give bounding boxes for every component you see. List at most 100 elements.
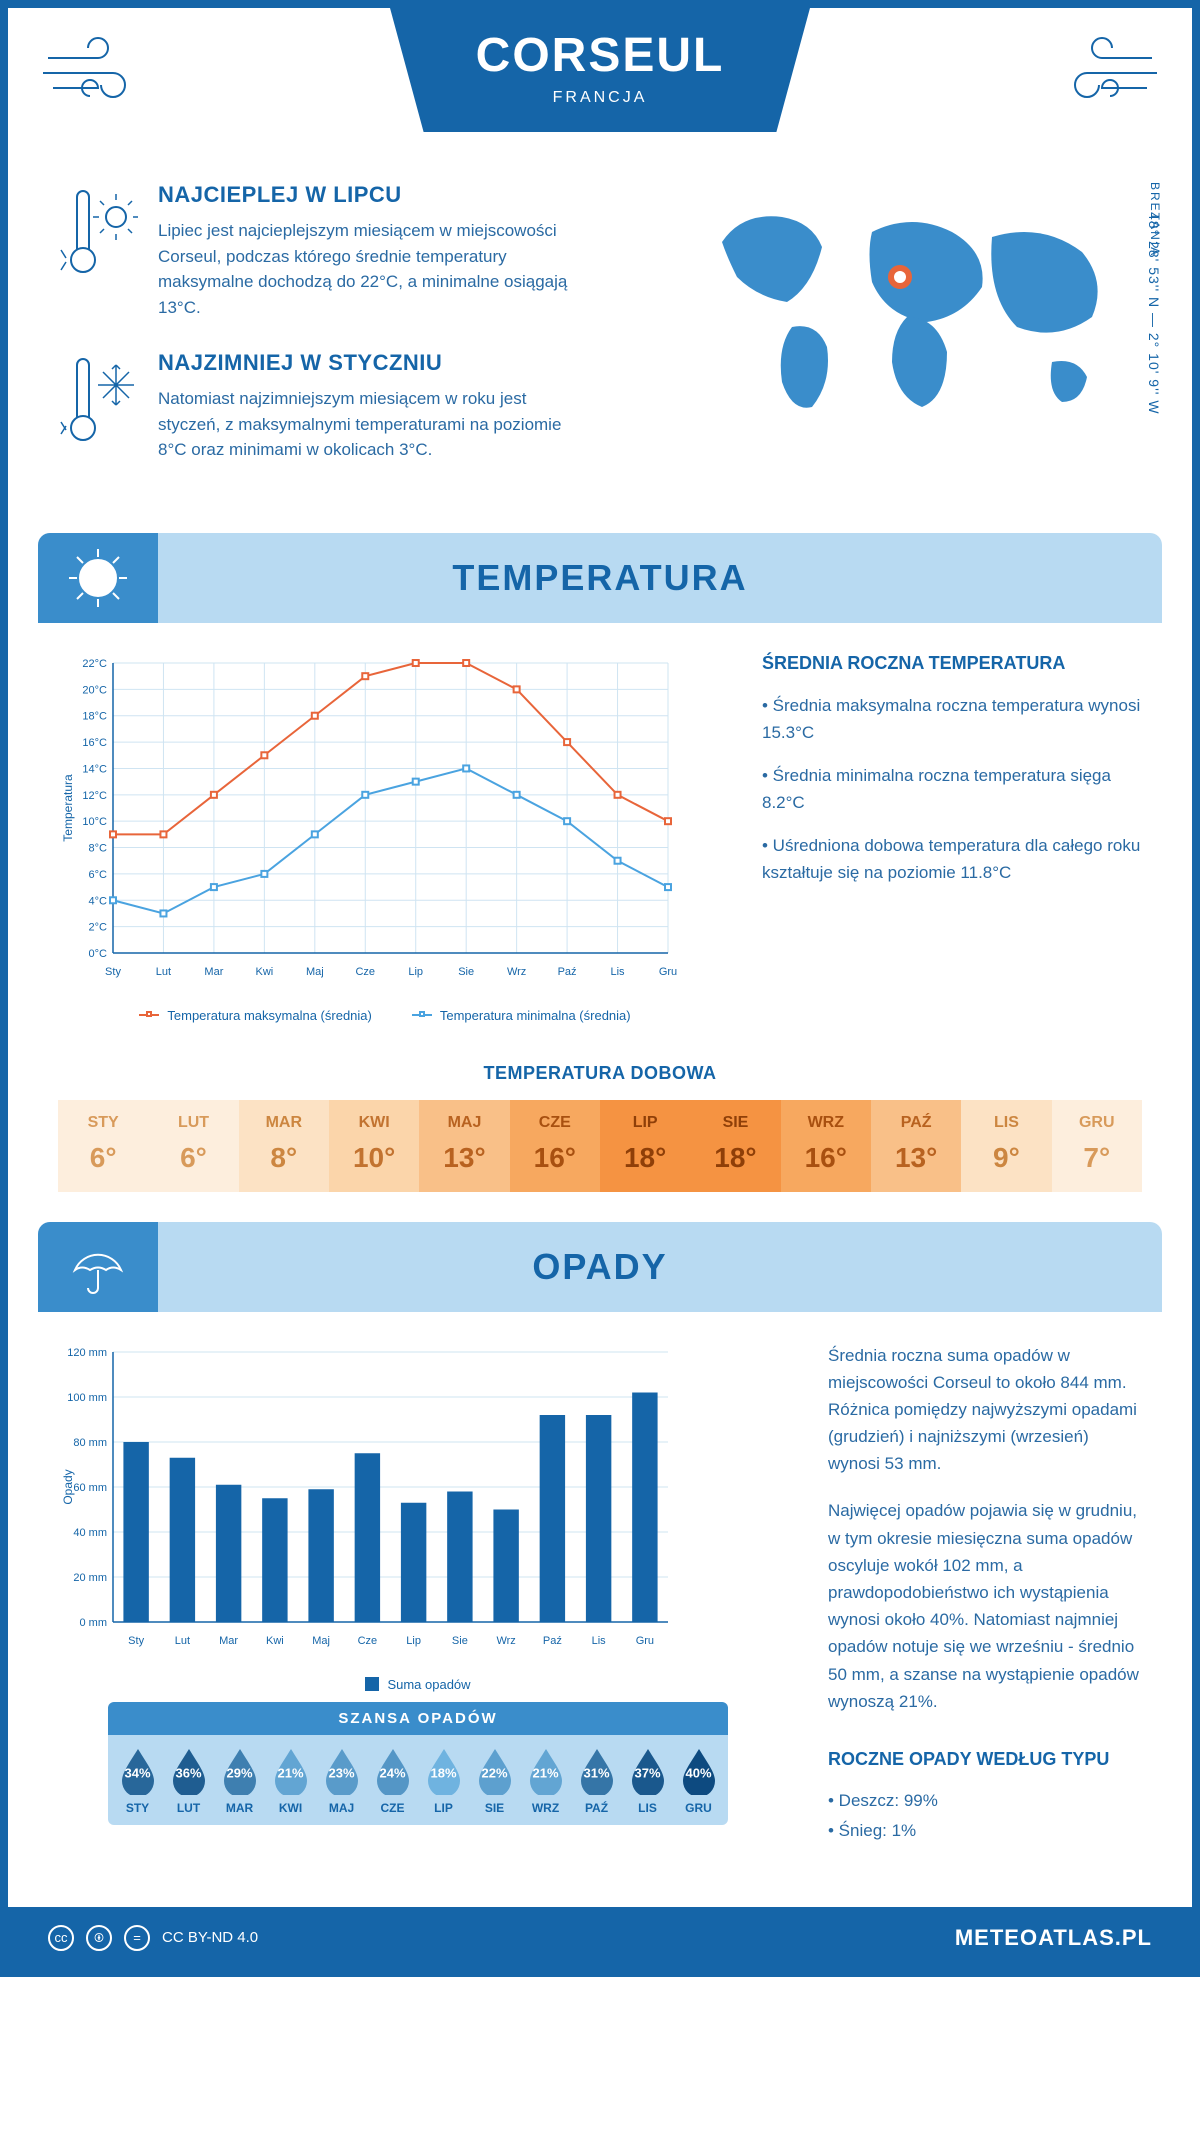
thermometer-sun-icon <box>58 182 138 320</box>
precip-type-title: ROCZNE OPADY WEDŁUG TYPU <box>828 1745 1142 1774</box>
svg-text:Wrz: Wrz <box>496 1635 515 1647</box>
chance-title: SZANSA OPADÓW <box>108 1702 728 1735</box>
temperature-line-chart: 0°C2°C4°C6°C8°C10°C12°C14°C16°C18°C20°C2… <box>58 653 678 993</box>
svg-text:6°C: 6°C <box>89 868 108 880</box>
temperature-title: TEMPERATURA <box>452 557 747 599</box>
svg-text:Sty: Sty <box>105 966 121 978</box>
daily-temp-cell: MAJ13° <box>419 1100 509 1192</box>
svg-text:120 mm: 120 mm <box>67 1347 107 1359</box>
chance-cell: 24%CZE <box>367 1747 418 1815</box>
chance-cell: 21%KWI <box>265 1747 316 1815</box>
svg-text:Lis: Lis <box>611 966 626 978</box>
svg-text:Lip: Lip <box>408 966 423 978</box>
chance-cell: 31%PAŹ <box>571 1747 622 1815</box>
svg-text:40 mm: 40 mm <box>73 1527 107 1539</box>
chance-cell: 23%MAJ <box>316 1747 367 1815</box>
thermometer-snow-icon <box>58 350 138 463</box>
warmest-title: NAJCIEPLEJ W LIPCU <box>158 182 578 208</box>
legend-item: Temperatura maksymalna (średnia) <box>139 1008 371 1023</box>
svg-text:Sie: Sie <box>458 966 474 978</box>
temp-bullet: • Średnia minimalna roczna temperatura s… <box>762 762 1142 816</box>
daily-temp-cell: STY6° <box>58 1100 148 1192</box>
wind-icon-right <box>1042 33 1162 118</box>
daily-temp-cell: LUT6° <box>148 1100 238 1192</box>
daily-temp-cell: PAŹ13° <box>871 1100 961 1192</box>
svg-text:Lip: Lip <box>406 1635 421 1647</box>
precipitation-chance-panel: SZANSA OPADÓW 34%STY36%LUT29%MAR21%KWI23… <box>108 1702 728 1825</box>
svg-text:22°C: 22°C <box>82 658 107 670</box>
svg-text:20°C: 20°C <box>82 684 107 696</box>
svg-text:8°C: 8°C <box>89 842 108 854</box>
chance-cell: 37%LIS <box>622 1747 673 1815</box>
chance-cell: 21%WRZ <box>520 1747 571 1815</box>
svg-text:0 mm: 0 mm <box>80 1617 108 1629</box>
warmest-block: NAJCIEPLEJ W LIPCU Lipiec jest najcieple… <box>58 182 642 320</box>
footer: cc 🅯 = CC BY-ND 4.0 METEOATLAS.PL <box>8 1907 1192 1969</box>
nd-icon: = <box>124 1925 150 1951</box>
title-banner: CORSEUL FRANCJA <box>390 8 810 132</box>
precipitation-side-text: Średnia roczna suma opadów w miejscowośc… <box>828 1342 1142 1847</box>
chance-cell: 29%MAR <box>214 1747 265 1815</box>
precipitation-chart-wrap: 0 mm20 mm40 mm60 mm80 mm100 mm120 mmStyL… <box>58 1342 778 1847</box>
svg-text:Opady: Opady <box>61 1469 75 1504</box>
sun-icon <box>38 533 158 623</box>
coldest-text: Natomiast najzimniejszym miesiącem w rok… <box>158 386 578 463</box>
svg-text:Kwi: Kwi <box>255 966 273 978</box>
daily-temp-cell: MAR8° <box>239 1100 329 1192</box>
svg-text:12°C: 12°C <box>82 789 107 801</box>
chance-cell: 34%STY <box>112 1747 163 1815</box>
chance-grid: 34%STY36%LUT29%MAR21%KWI23%MAJ24%CZE18%L… <box>108 1735 728 1825</box>
temperature-body: 0°C2°C4°C6°C8°C10°C12°C14°C16°C18°C20°C2… <box>8 623 1192 1043</box>
svg-text:4°C: 4°C <box>89 895 108 907</box>
svg-text:16°C: 16°C <box>82 737 107 749</box>
city-title: CORSEUL <box>470 28 730 83</box>
svg-text:Lut: Lut <box>175 1635 190 1647</box>
umbrella-icon <box>38 1222 158 1312</box>
site-name: METEOATLAS.PL <box>955 1925 1152 1951</box>
daily-temp-cell: LIP18° <box>600 1100 690 1192</box>
precipitation-body: 0 mm20 mm40 mm60 mm80 mm100 mm120 mmStyL… <box>8 1312 1192 1867</box>
temperature-chart-wrap: 0°C2°C4°C6°C8°C10°C12°C14°C16°C18°C20°C2… <box>58 653 712 1023</box>
precipitation-legend: Suma opadów <box>58 1677 778 1692</box>
intro-section: NAJCIEPLEJ W LIPCU Lipiec jest najcieple… <box>8 152 1192 513</box>
precip-type-bullet: • Śnieg: 1% <box>828 1816 1142 1847</box>
daily-temp-cell: LIS9° <box>961 1100 1051 1192</box>
svg-text:18°C: 18°C <box>82 710 107 722</box>
svg-text:Gru: Gru <box>636 1635 654 1647</box>
country-subtitle: FRANCJA <box>470 89 730 107</box>
daily-temp-cell: CZE16° <box>510 1100 600 1192</box>
svg-text:Maj: Maj <box>312 1635 330 1647</box>
svg-text:100 mm: 100 mm <box>67 1392 107 1404</box>
svg-text:20 mm: 20 mm <box>73 1572 107 1584</box>
svg-text:2°C: 2°C <box>89 921 108 933</box>
chance-cell: 36%LUT <box>163 1747 214 1815</box>
precipitation-bar-chart: 0 mm20 mm40 mm60 mm80 mm100 mm120 mmStyL… <box>58 1342 678 1662</box>
daily-temp-cell: SIE18° <box>690 1100 780 1192</box>
svg-text:Lis: Lis <box>592 1635 607 1647</box>
daily-temp-title: TEMPERATURA DOBOWA <box>8 1063 1192 1084</box>
daily-temp-cell: KWI10° <box>329 1100 419 1192</box>
svg-text:Lut: Lut <box>156 966 171 978</box>
coldest-block: NAJZIMNIEJ W STYCZNIU Natomiast najzimni… <box>58 350 642 463</box>
svg-text:10°C: 10°C <box>82 816 107 828</box>
svg-text:Paź: Paź <box>543 1635 562 1647</box>
legend-item: Temperatura minimalna (średnia) <box>412 1008 631 1023</box>
svg-text:Gru: Gru <box>659 966 677 978</box>
license-text: CC BY-ND 4.0 <box>162 1929 258 1946</box>
wind-icon-left <box>38 33 158 118</box>
cc-icon: cc <box>48 1925 74 1951</box>
annual-temp-title: ŚREDNIA ROCZNA TEMPERATURA <box>762 653 1142 674</box>
precip-paragraph-2: Najwięcej opadów pojawia się w grudniu, … <box>828 1497 1142 1715</box>
svg-text:Kwi: Kwi <box>266 1635 284 1647</box>
svg-text:14°C: 14°C <box>82 763 107 775</box>
world-map-icon <box>682 182 1142 442</box>
svg-text:Temperatura: Temperatura <box>61 773 75 841</box>
svg-text:Maj: Maj <box>306 966 324 978</box>
chance-cell: 22%SIE <box>469 1747 520 1815</box>
map-column: BRETANIA 48° 28' 53'' N — 2° 10' 9'' W <box>682 182 1142 493</box>
infographic-page: CORSEUL FRANCJA NAJCIEPLEJ W LIPCU Lipie… <box>0 0 1200 1977</box>
temp-bullet: • Średnia maksymalna roczna temperatura … <box>762 692 1142 746</box>
precipitation-title: OPADY <box>532 1246 667 1288</box>
precipitation-section-header: OPADY <box>38 1222 1162 1312</box>
temperature-legend: Temperatura maksymalna (średnia) Temperat… <box>58 1008 712 1023</box>
